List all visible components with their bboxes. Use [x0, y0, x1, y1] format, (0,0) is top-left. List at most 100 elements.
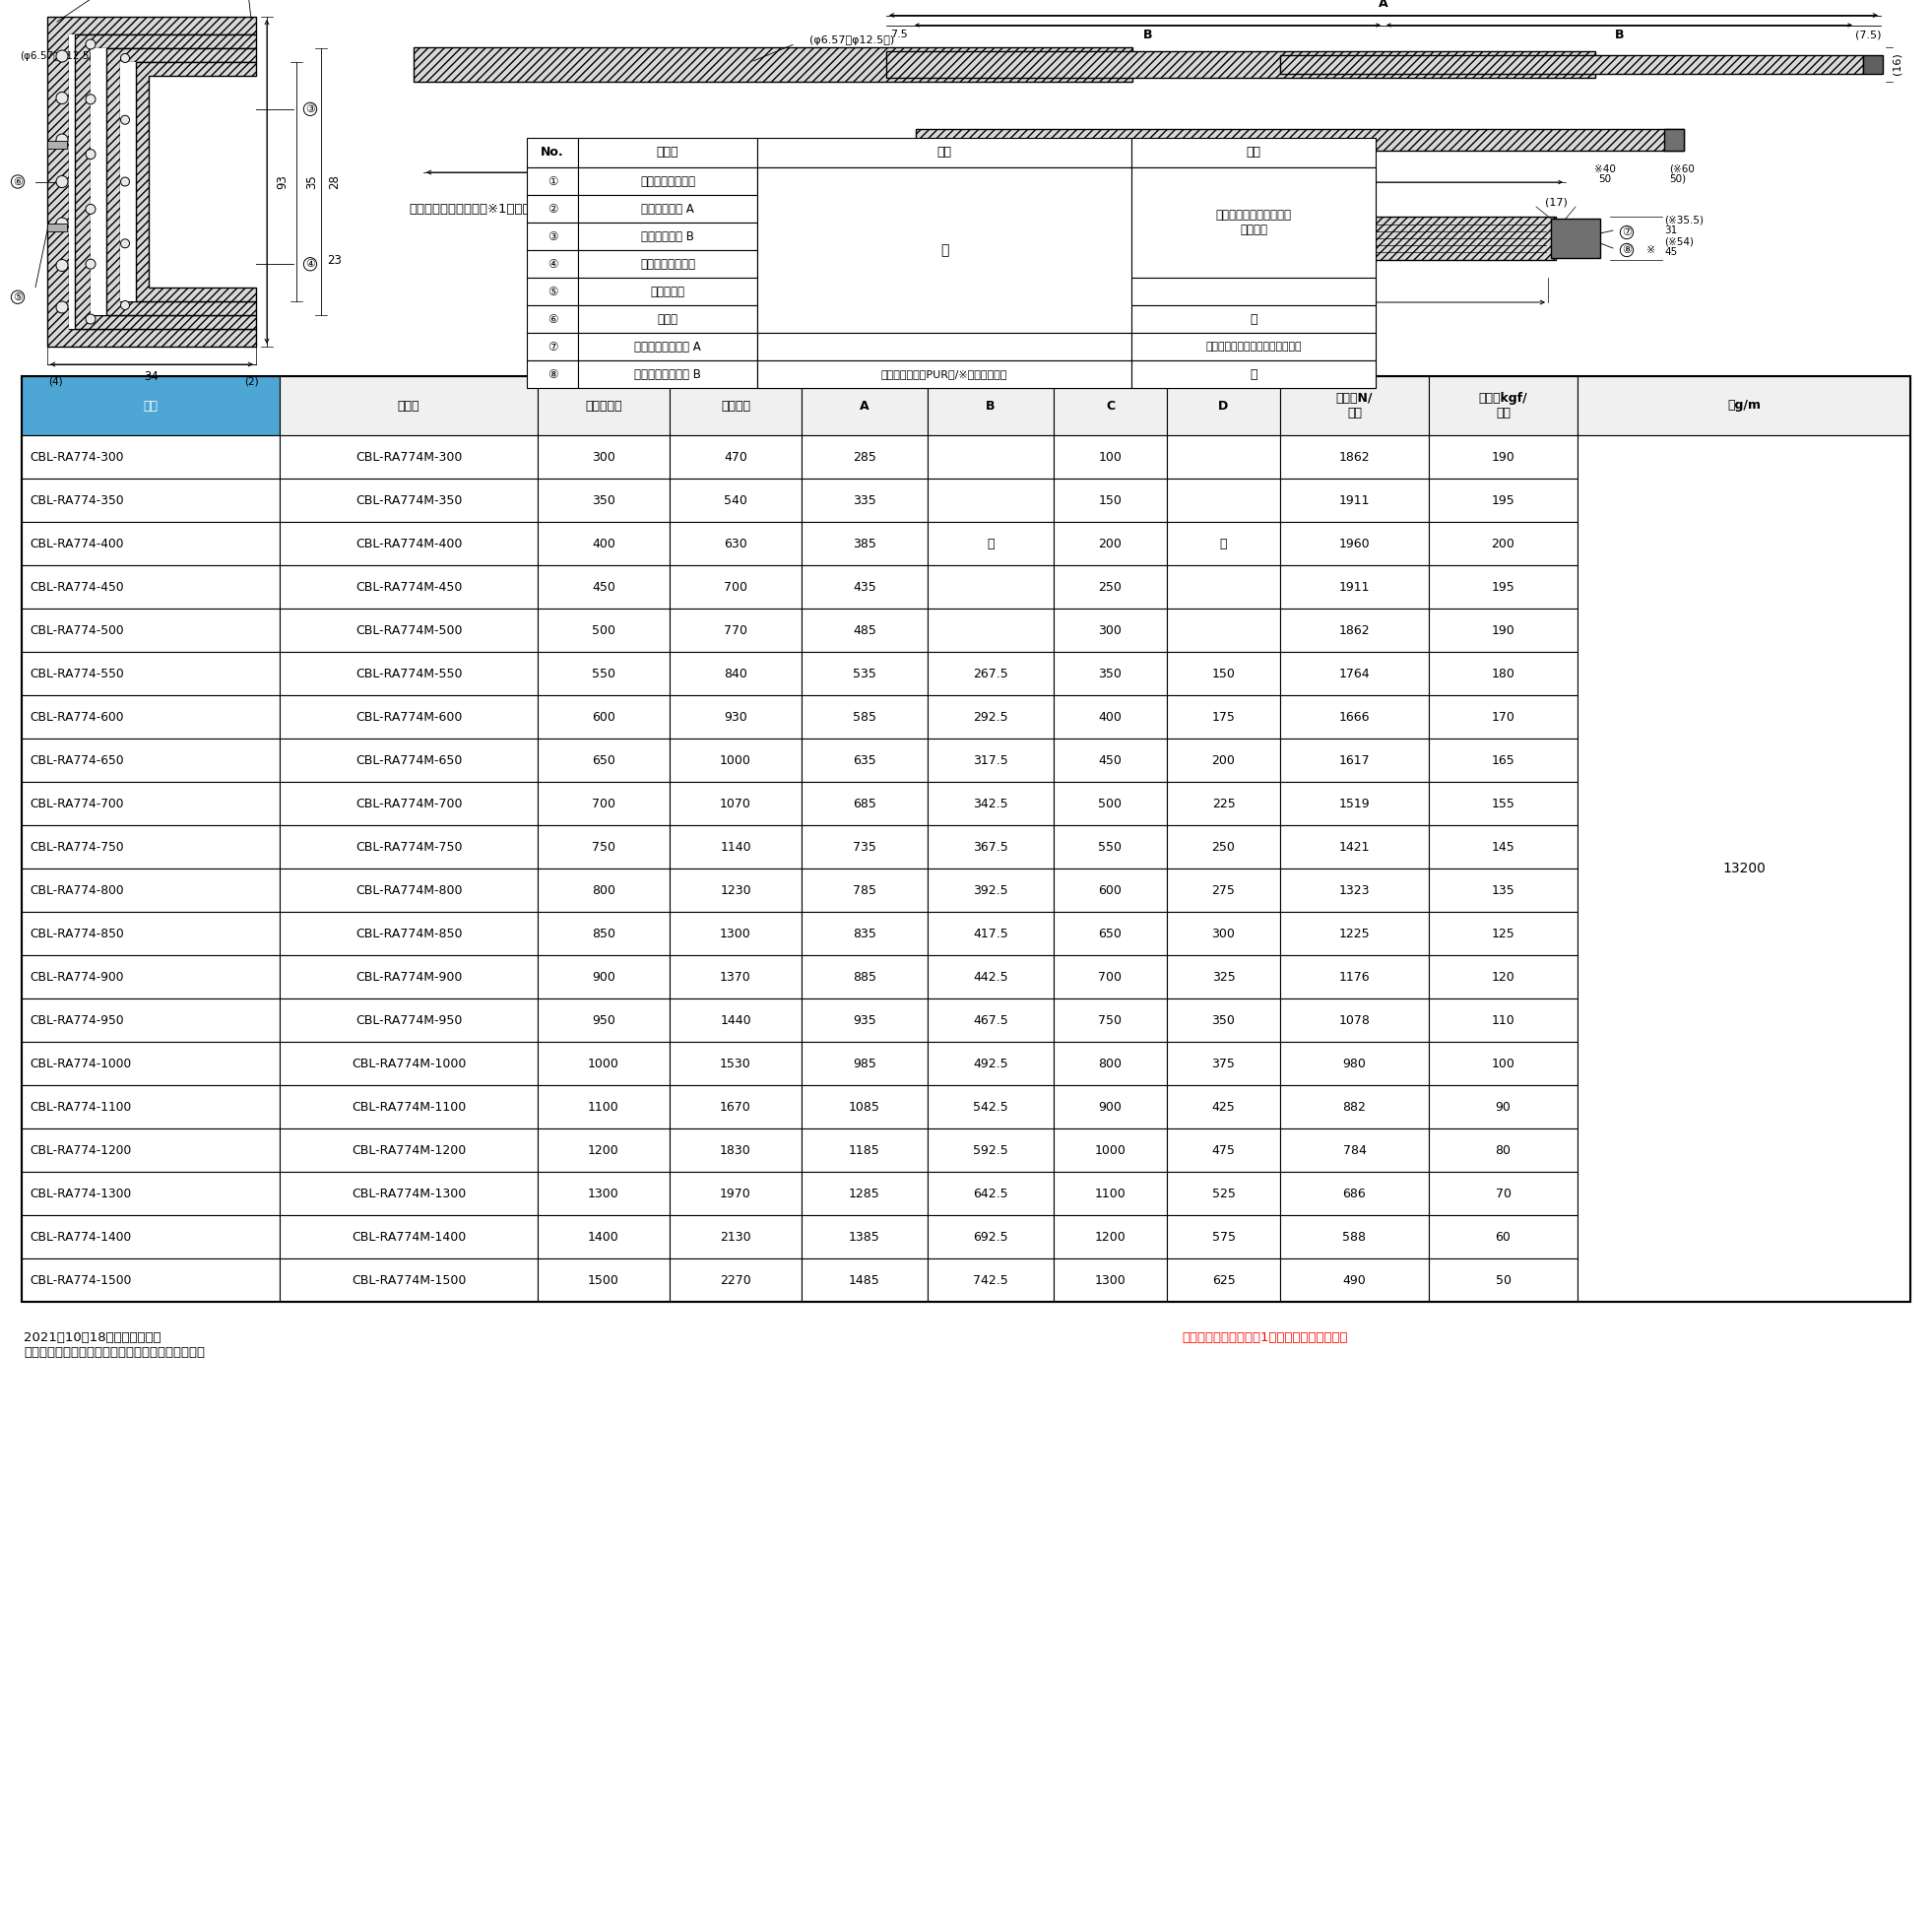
Bar: [21, 1041, 280, 1086]
Text: 367.5: 367.5: [974, 840, 1009, 854]
Bar: [1281, 377, 1430, 435]
Text: 625: 625: [1211, 1273, 1235, 1287]
Bar: [1167, 1086, 1281, 1128]
Text: C: C: [1236, 185, 1244, 199]
Text: CBL-RA774-600: CBL-RA774-600: [29, 711, 124, 723]
Text: 150: 150: [1211, 667, 1235, 680]
Text: 1370: 1370: [721, 970, 752, 983]
Bar: [1281, 912, 1430, 954]
Text: CBL-RA774-700: CBL-RA774-700: [29, 798, 124, 810]
Bar: [1430, 954, 1578, 999]
Bar: [527, 332, 578, 361]
Text: M8(深さ12): M8(深さ12): [145, 128, 195, 137]
Polygon shape: [46, 17, 257, 346]
Text: ⑦: ⑦: [547, 340, 558, 354]
Bar: [1132, 222, 1376, 249]
Circle shape: [85, 39, 95, 48]
Text: 1100: 1100: [1095, 1186, 1126, 1200]
Bar: [1430, 435, 1578, 479]
Bar: [1281, 522, 1430, 566]
Circle shape: [56, 133, 68, 145]
Bar: [1430, 609, 1578, 651]
Bar: [578, 137, 757, 168]
Bar: [1430, 522, 1578, 566]
Bar: [1053, 782, 1167, 825]
Text: 417.5: 417.5: [974, 927, 1009, 939]
Bar: [1430, 1215, 1578, 1258]
Bar: [280, 522, 537, 566]
Bar: [927, 1258, 1053, 1302]
Text: CBL-RA774M-1500: CBL-RA774M-1500: [352, 1273, 466, 1287]
Bar: [1167, 1128, 1281, 1173]
Bar: [1281, 609, 1430, 651]
Bar: [537, 435, 670, 479]
Text: 735: 735: [852, 840, 877, 854]
Text: M8(深さ12): M8(深さ12): [1053, 197, 1105, 209]
Bar: [1430, 479, 1578, 522]
Bar: [578, 222, 757, 249]
Circle shape: [85, 149, 95, 158]
Bar: [527, 168, 578, 195]
Text: 93: 93: [276, 174, 290, 189]
Text: 新品番: 新品番: [398, 400, 419, 412]
Bar: [1053, 1086, 1167, 1128]
Text: CBL-RA774M-950: CBL-RA774M-950: [355, 1014, 462, 1026]
Text: 840: 840: [724, 667, 748, 680]
Text: 1176: 1176: [1339, 970, 1370, 983]
Text: 950: 950: [591, 1014, 616, 1026]
Text: (16): (16): [1891, 52, 1901, 75]
Bar: [927, 1215, 1053, 1258]
Text: 2×(φ6.57穴): 2×(φ6.57穴): [1291, 197, 1352, 209]
Bar: [1281, 1041, 1430, 1086]
Text: 542.5: 542.5: [974, 1101, 1009, 1113]
Bar: [802, 522, 927, 566]
Text: D: D: [1219, 400, 1229, 412]
Bar: [537, 609, 670, 651]
Text: CBL-RA774-1200: CBL-RA774-1200: [29, 1144, 131, 1157]
Bar: [1430, 869, 1578, 912]
Text: 145: 145: [1492, 840, 1515, 854]
Text: (※54): (※54): [1663, 238, 1694, 247]
Bar: [670, 1128, 802, 1173]
Bar: [537, 738, 670, 782]
Text: 1140: 1140: [721, 840, 752, 854]
Circle shape: [120, 240, 129, 247]
Bar: [1167, 1041, 1281, 1086]
Text: 45: 45: [1663, 247, 1677, 257]
Bar: [670, 999, 802, 1041]
Bar: [1281, 435, 1430, 479]
Bar: [1053, 869, 1167, 912]
Bar: [927, 738, 1053, 782]
Bar: [1430, 912, 1578, 954]
Text: －: －: [1219, 537, 1227, 551]
Text: 部品名: 部品名: [657, 147, 678, 158]
Bar: [1053, 522, 1167, 566]
Text: 13200: 13200: [1721, 862, 1766, 875]
Text: 190: 190: [1492, 624, 1515, 638]
Bar: [1132, 278, 1376, 305]
Text: エンドストッパー B: エンドストッパー B: [634, 367, 701, 381]
Circle shape: [120, 301, 129, 309]
Bar: [1167, 999, 1281, 1041]
Text: 1070: 1070: [721, 798, 752, 810]
Bar: [1053, 1173, 1167, 1215]
Text: 742.5: 742.5: [974, 1273, 1009, 1287]
Bar: [670, 377, 802, 435]
Bar: [1132, 305, 1376, 332]
Text: 1300: 1300: [587, 1186, 620, 1200]
Bar: [1430, 738, 1578, 782]
Bar: [1053, 609, 1167, 651]
Bar: [927, 782, 1053, 825]
Text: レール長さ: レール長さ: [585, 400, 622, 412]
Text: 835: 835: [852, 927, 877, 939]
Bar: [1167, 869, 1281, 912]
Text: CBL-RA774M-600: CBL-RA774M-600: [355, 711, 462, 723]
Text: 1200: 1200: [587, 1144, 620, 1157]
Bar: [757, 249, 1132, 278]
Bar: [757, 361, 1132, 388]
Bar: [670, 782, 802, 825]
Bar: [757, 305, 1132, 332]
Text: CBL-RA774M-1400: CBL-RA774M-1400: [352, 1231, 466, 1242]
Bar: [916, 216, 1555, 261]
Text: 170: 170: [1492, 711, 1515, 723]
